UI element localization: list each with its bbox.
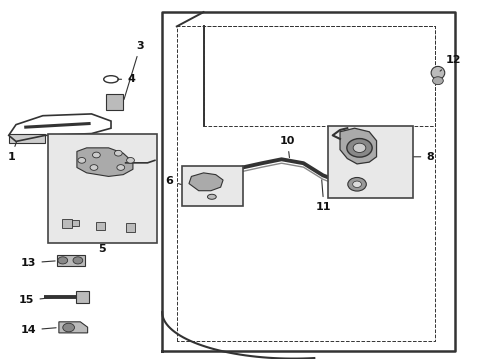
Polygon shape: [9, 134, 45, 143]
Polygon shape: [189, 173, 223, 191]
Polygon shape: [340, 128, 376, 164]
Bar: [57, 255, 85, 266]
Polygon shape: [59, 322, 88, 333]
Circle shape: [353, 143, 366, 153]
Bar: [62, 219, 72, 228]
Text: 5: 5: [98, 244, 106, 253]
Text: 1: 1: [7, 142, 17, 162]
Text: 11: 11: [316, 180, 332, 212]
Ellipse shape: [207, 194, 216, 199]
Circle shape: [78, 157, 86, 163]
Bar: [97, 222, 105, 230]
Circle shape: [126, 157, 134, 163]
Text: 12: 12: [440, 55, 461, 71]
Text: 8: 8: [414, 152, 434, 162]
Text: 10: 10: [280, 136, 295, 158]
FancyBboxPatch shape: [328, 126, 413, 198]
Text: 7: 7: [193, 193, 206, 203]
Polygon shape: [77, 148, 133, 176]
Text: 6: 6: [165, 176, 181, 186]
Text: 3: 3: [124, 41, 144, 99]
Bar: [125, 223, 135, 232]
Circle shape: [73, 257, 83, 264]
Bar: [106, 94, 123, 111]
Circle shape: [93, 152, 100, 158]
Text: 4: 4: [118, 74, 135, 84]
Circle shape: [58, 257, 68, 264]
Text: 13: 13: [21, 258, 55, 268]
Circle shape: [90, 165, 98, 170]
Text: 15: 15: [19, 296, 53, 305]
Bar: [72, 220, 79, 226]
Text: 2: 2: [56, 202, 64, 216]
Circle shape: [348, 177, 367, 191]
Bar: [76, 292, 89, 302]
FancyBboxPatch shape: [182, 166, 243, 206]
FancyBboxPatch shape: [48, 134, 157, 243]
Circle shape: [115, 150, 122, 156]
Ellipse shape: [433, 77, 443, 85]
Circle shape: [63, 323, 74, 332]
Text: 9: 9: [380, 149, 397, 159]
Circle shape: [353, 181, 362, 188]
Circle shape: [347, 139, 372, 157]
Circle shape: [117, 165, 124, 170]
Ellipse shape: [431, 66, 445, 79]
Text: 14: 14: [21, 325, 56, 335]
